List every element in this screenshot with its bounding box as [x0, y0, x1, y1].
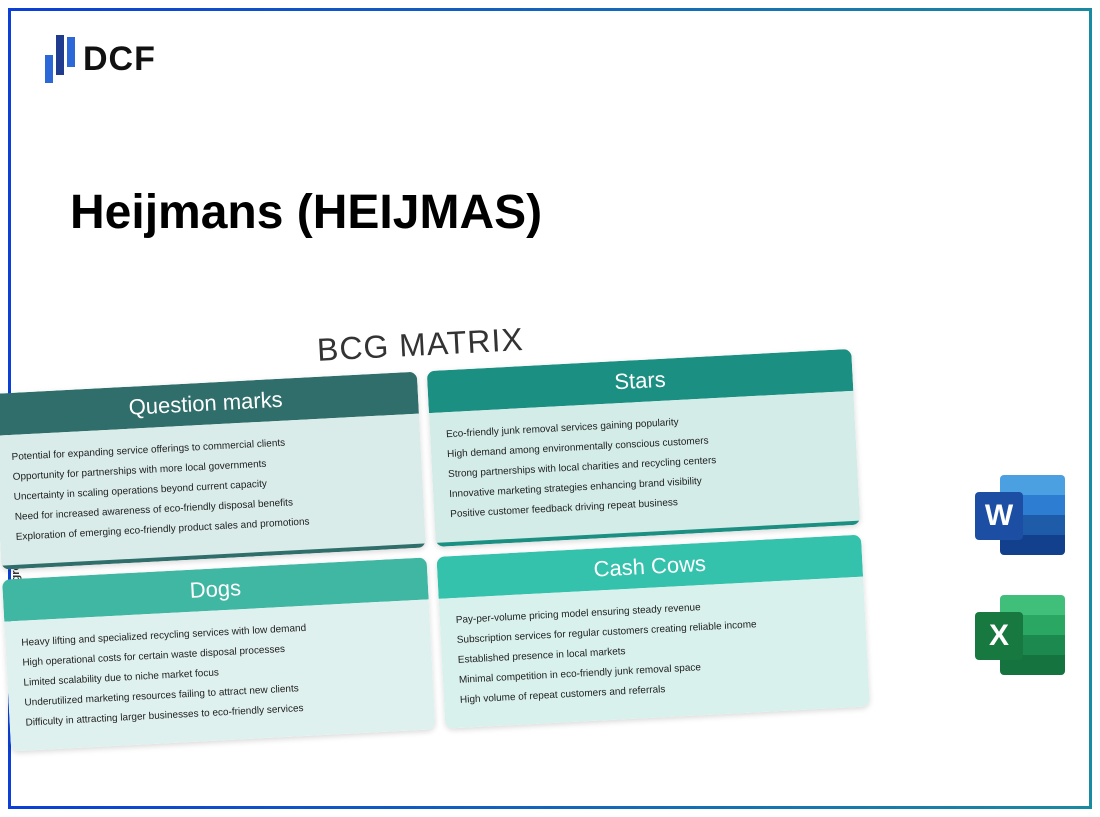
quadrant-body: Pay-per-volume pricing model ensuring st…	[439, 577, 870, 729]
quadrant-cash-cows: Cash Cows Pay-per-volume pricing model e…	[436, 535, 869, 729]
excel-icon[interactable]: X	[975, 590, 1065, 680]
bcg-matrix: BCG MATRIX Question marks Potential for …	[0, 303, 890, 753]
logo-bars-icon	[45, 35, 75, 83]
quadrant-body: Eco-friendly junk removal services gaini…	[429, 391, 860, 547]
app-icons: W X	[975, 470, 1065, 680]
matrix-grid: Question marks Potential for expanding s…	[0, 348, 890, 753]
page-title: Heijmans (HEIJMAS)	[70, 185, 542, 240]
word-badge: W	[975, 492, 1023, 540]
dcf-logo: DCF	[45, 35, 156, 83]
quadrant-stars: Stars Eco-friendly junk removal services…	[427, 349, 861, 547]
quadrant-body: Potential for expanding service offering…	[0, 414, 426, 570]
excel-badge: X	[975, 612, 1023, 660]
word-icon[interactable]: W	[975, 470, 1065, 560]
quadrant-dogs: Dogs Heavy lifting and specialized recyc…	[2, 557, 435, 751]
quadrant-question-marks: Question marks Potential for expanding s…	[0, 372, 426, 570]
logo-text: DCF	[83, 40, 156, 79]
quadrant-body: Heavy lifting and specialized recycling …	[4, 599, 435, 751]
